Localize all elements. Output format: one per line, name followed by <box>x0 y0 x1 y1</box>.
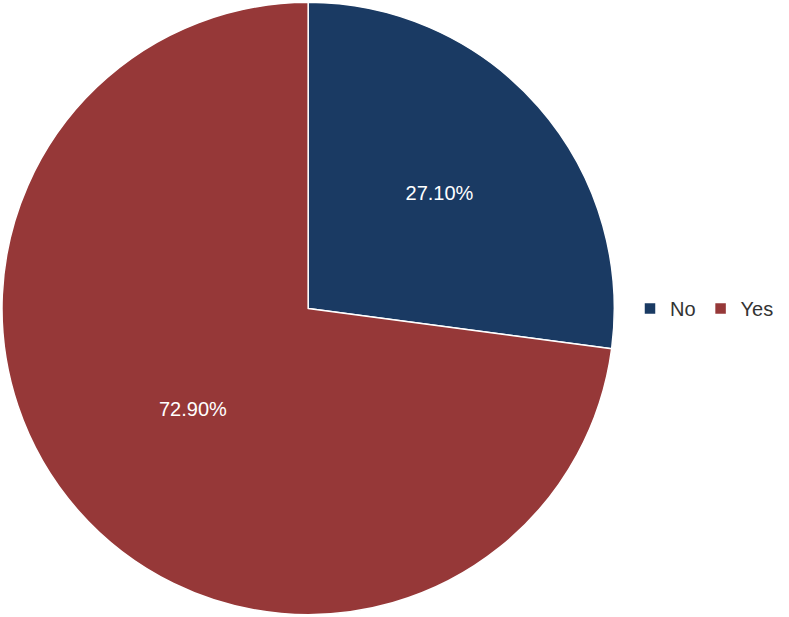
svg-text:No: No <box>670 298 696 320</box>
svg-text:Yes: Yes <box>741 298 774 320</box>
svg-text:72.90%: 72.90% <box>159 398 227 420</box>
svg-text:27.10%: 27.10% <box>406 182 474 204</box>
